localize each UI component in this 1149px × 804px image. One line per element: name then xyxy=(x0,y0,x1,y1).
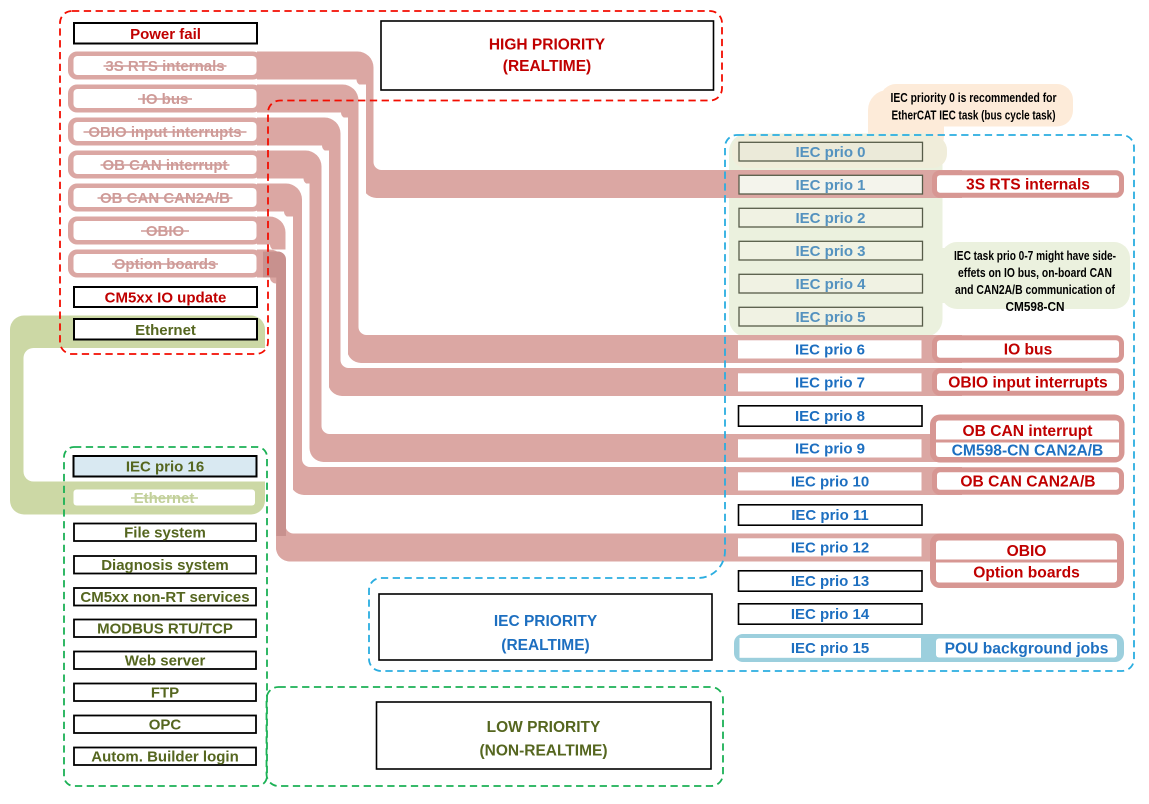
svg-text:IEC PRIORITY: IEC PRIORITY xyxy=(494,613,598,630)
svg-text:Autom. Builder login: Autom. Builder login xyxy=(91,749,239,766)
svg-text:Web server: Web server xyxy=(125,653,206,670)
svg-text:3S RTS internals: 3S RTS internals xyxy=(966,176,1090,193)
svg-text:EtherCAT IEC task (bus cycle t: EtherCAT IEC task (bus cycle task) xyxy=(892,107,1056,122)
svg-text:IEC prio 16: IEC prio 16 xyxy=(126,459,204,476)
svg-text:IO bus: IO bus xyxy=(1004,341,1053,358)
svg-text:IEC prio 6: IEC prio 6 xyxy=(795,342,865,359)
svg-text:IEC prio 9: IEC prio 9 xyxy=(795,441,865,458)
svg-text:File system: File system xyxy=(124,525,206,542)
svg-text:HIGH PRIORITY: HIGH PRIORITY xyxy=(489,36,606,53)
svg-text:Diagnosis system: Diagnosis system xyxy=(101,557,229,574)
svg-text:IEC priority 0 is recommended: IEC priority 0 is recommended for xyxy=(891,90,1057,105)
svg-text:Ethernet: Ethernet xyxy=(135,322,196,339)
svg-text:(REALTIME): (REALTIME) xyxy=(503,58,591,75)
svg-text:IEC prio 4: IEC prio 4 xyxy=(795,276,866,293)
svg-text:POU background jobs: POU background jobs xyxy=(945,640,1109,657)
svg-text:IEC prio 12: IEC prio 12 xyxy=(791,540,869,557)
svg-text:OB CAN interrupt: OB CAN interrupt xyxy=(963,423,1093,440)
svg-text:CM598-CN CAN2A/B: CM598-CN CAN2A/B xyxy=(952,442,1104,459)
svg-text:IEC prio 10: IEC prio 10 xyxy=(791,474,869,491)
svg-text:(REALTIME): (REALTIME) xyxy=(501,637,589,654)
svg-text:OB CAN CAN2A/B: OB CAN CAN2A/B xyxy=(960,473,1095,490)
svg-text:LOW PRIORITY: LOW PRIORITY xyxy=(487,719,601,736)
svg-text:CM5xx IO update: CM5xx IO update xyxy=(105,289,227,306)
svg-text:IEC prio 8: IEC prio 8 xyxy=(795,408,865,425)
svg-text:IEC prio 3: IEC prio 3 xyxy=(795,243,865,260)
svg-text:IEC prio 14: IEC prio 14 xyxy=(791,606,870,623)
svg-text:IEC prio 11: IEC prio 11 xyxy=(791,507,869,524)
svg-text:IEC prio 13: IEC prio 13 xyxy=(791,573,869,590)
svg-text:OBIO input interrupts: OBIO input interrupts xyxy=(948,374,1108,391)
svg-text:Option boards: Option boards xyxy=(973,564,1080,581)
svg-text:IEC prio 15: IEC prio 15 xyxy=(791,640,869,657)
svg-text:and CAN2A/B communication of: and CAN2A/B communication of xyxy=(955,282,1116,297)
svg-text:MODBUS RTU/TCP: MODBUS RTU/TCP xyxy=(97,621,233,638)
svg-text:CM5xx non-RT services: CM5xx non-RT services xyxy=(80,589,249,606)
svg-text:CM598-CN: CM598-CN xyxy=(1006,299,1065,314)
svg-text:IEC prio 1: IEC prio 1 xyxy=(795,177,865,194)
svg-text:IEC prio 2: IEC prio 2 xyxy=(795,210,865,227)
svg-text:Power fail: Power fail xyxy=(130,26,201,43)
svg-text:FTP: FTP xyxy=(151,685,179,702)
svg-text:IEC prio 7: IEC prio 7 xyxy=(795,375,865,392)
svg-text:effets on IO bus, on-board CAN: effets on IO bus, on-board CAN xyxy=(958,265,1112,280)
svg-text:OPC: OPC xyxy=(149,717,182,734)
svg-text:IEC prio 5: IEC prio 5 xyxy=(795,309,865,326)
svg-text:IEC prio 0: IEC prio 0 xyxy=(795,144,865,161)
svg-text:(NON-REALTIME): (NON-REALTIME) xyxy=(480,742,608,759)
svg-text:OBIO: OBIO xyxy=(1007,543,1047,560)
svg-text:IEC task prio 0-7 might have s: IEC task prio 0-7 might have side- xyxy=(954,248,1116,263)
